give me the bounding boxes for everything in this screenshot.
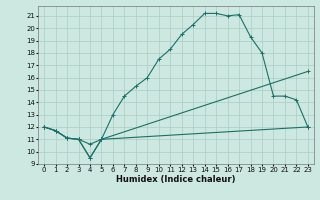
X-axis label: Humidex (Indice chaleur): Humidex (Indice chaleur): [116, 175, 236, 184]
